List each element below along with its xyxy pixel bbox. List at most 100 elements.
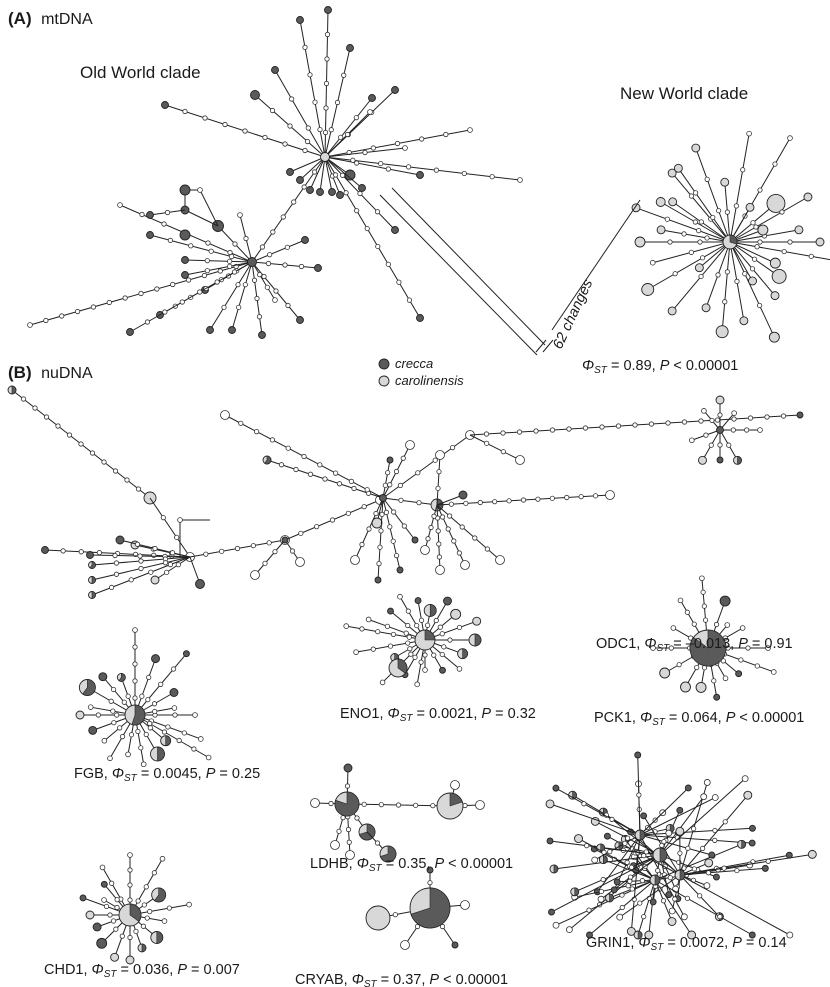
haplotype-node-small bbox=[99, 864, 106, 871]
fgb-stat: FGB, ΦST = 0.0045, P = 0.25 bbox=[74, 766, 260, 784]
haplotype-node-small bbox=[435, 485, 441, 491]
haplotype-node-small bbox=[138, 558, 144, 564]
network-edge bbox=[648, 879, 656, 936]
haplotype-node-small bbox=[765, 645, 771, 651]
haplotype-node-small bbox=[701, 603, 707, 609]
haplotype-node-small bbox=[484, 546, 490, 552]
haplotype-node-small bbox=[78, 549, 84, 555]
network-edge bbox=[639, 787, 689, 836]
haplotype-node-small bbox=[641, 914, 647, 920]
haplotype-node-small bbox=[124, 477, 130, 483]
haplotype-node-mixed-share bbox=[474, 633, 482, 647]
network-edge bbox=[251, 239, 306, 263]
haplotype-node-small bbox=[125, 751, 131, 758]
haplotype-node-small bbox=[565, 926, 573, 934]
haplotype-node-small bbox=[138, 745, 144, 751]
haplotype-node-small bbox=[354, 208, 360, 214]
haplotype-node-carolinensis bbox=[815, 237, 825, 247]
haplotype-node-small bbox=[221, 304, 227, 310]
haplotype-node-small bbox=[745, 645, 751, 651]
haplotype-node-carolinensis bbox=[545, 799, 555, 809]
haplotype-node-small bbox=[365, 616, 372, 623]
haplotype-node-crecca bbox=[387, 607, 394, 615]
network-edge bbox=[436, 494, 464, 506]
network-edge bbox=[184, 209, 219, 227]
haplotype-node-small bbox=[204, 268, 210, 274]
network-edge bbox=[231, 261, 253, 331]
haplotype-node-mixed-share bbox=[637, 930, 643, 940]
haplotype-node-small bbox=[109, 584, 115, 591]
haplotype-node-mixed-share bbox=[449, 792, 463, 807]
network-edge bbox=[469, 434, 521, 461]
haplotype-node-carolinensis bbox=[668, 197, 678, 207]
haplotype-node-small bbox=[628, 864, 635, 870]
haplotype-node-small bbox=[403, 630, 409, 636]
haplotype-node-small bbox=[110, 918, 117, 924]
haplotype-node-small bbox=[704, 235, 710, 241]
network-edge bbox=[647, 241, 731, 290]
haplotype-node-crecca bbox=[665, 891, 673, 899]
haplotype-node-small bbox=[808, 253, 814, 259]
haplotype-node-small bbox=[148, 569, 154, 575]
haplotype-node-crecca bbox=[716, 456, 724, 464]
haplotype-node-crecca bbox=[416, 171, 424, 179]
haplotype-node-small bbox=[696, 227, 702, 234]
haplotype-node-crecca bbox=[416, 314, 424, 322]
haplotype-node-small bbox=[432, 457, 438, 463]
haplotype-node-small bbox=[405, 640, 411, 646]
network-edge bbox=[695, 147, 731, 243]
haplotype-node-small bbox=[535, 496, 541, 502]
haplotype-node-small bbox=[322, 476, 328, 482]
haplotype-node-carolinensis bbox=[698, 455, 707, 465]
haplotype-node-small bbox=[639, 878, 646, 884]
haplotype-node-crecca bbox=[182, 650, 190, 658]
haplotype-node-crecca bbox=[396, 566, 404, 574]
network-edge bbox=[289, 156, 326, 173]
haplotype-node-small bbox=[146, 674, 152, 681]
haplotype-node-crecca bbox=[336, 191, 344, 199]
haplotype-node-small bbox=[668, 645, 674, 651]
haplotype-node-carolinensis bbox=[794, 225, 804, 235]
haplotype-node-crecca bbox=[713, 693, 721, 701]
svg-text:(B) nuDNA: (B) nuDNA bbox=[8, 363, 93, 382]
haplotype-node-small bbox=[691, 621, 697, 627]
haplotype-node-small bbox=[87, 704, 94, 710]
haplotype-node-small bbox=[191, 746, 197, 752]
haplotype-node-small bbox=[214, 279, 220, 285]
haplotype-node-carolinensis bbox=[770, 291, 780, 301]
haplotype-node-small bbox=[106, 299, 112, 306]
haplotype-node-carolinensis bbox=[656, 225, 666, 235]
network-edge bbox=[436, 454, 441, 506]
haplotype-node-crecca bbox=[343, 763, 353, 773]
haplotype-node-small bbox=[406, 634, 412, 640]
svg-text:(A) mtDNA: (A) mtDNA bbox=[8, 9, 93, 28]
haplotype-node-small bbox=[110, 686, 117, 693]
network-edge bbox=[639, 827, 753, 836]
haplotype-node-crecca bbox=[161, 101, 169, 109]
haplotype-node-small bbox=[302, 44, 308, 51]
haplotype-node-small bbox=[721, 865, 727, 871]
haplotype-node-crecca bbox=[126, 328, 134, 336]
haplotype-node-small bbox=[101, 459, 107, 465]
haplotype-node-small bbox=[393, 468, 400, 475]
haplotype-node-small bbox=[712, 837, 718, 843]
haplotype-node-small bbox=[533, 428, 539, 434]
cryab-stat: CRYAB, ΦST = 0.37, P < 0.00001 bbox=[295, 972, 508, 987]
network-edge bbox=[324, 156, 421, 176]
haplotype-node-small bbox=[141, 902, 147, 908]
haplotype-node-carolinensis bbox=[743, 790, 753, 800]
haplotype-node-small bbox=[724, 209, 730, 215]
haplotype-node-small bbox=[715, 272, 721, 278]
haplotype-node-small bbox=[305, 125, 311, 131]
network-edge bbox=[555, 787, 641, 836]
haplotype-node-small bbox=[236, 304, 242, 310]
haplotype-node-small bbox=[418, 617, 425, 623]
haplotype-node-crecca bbox=[586, 931, 593, 939]
network-edge bbox=[251, 156, 326, 263]
haplotype-node-small bbox=[127, 882, 133, 888]
haplotype-node-crecca bbox=[146, 231, 154, 239]
haplotype-node-mixed-share bbox=[129, 903, 142, 922]
haplotype-node-small bbox=[66, 432, 73, 438]
haplotype-node-small bbox=[346, 839, 352, 845]
haplotype-node-small bbox=[564, 494, 570, 501]
